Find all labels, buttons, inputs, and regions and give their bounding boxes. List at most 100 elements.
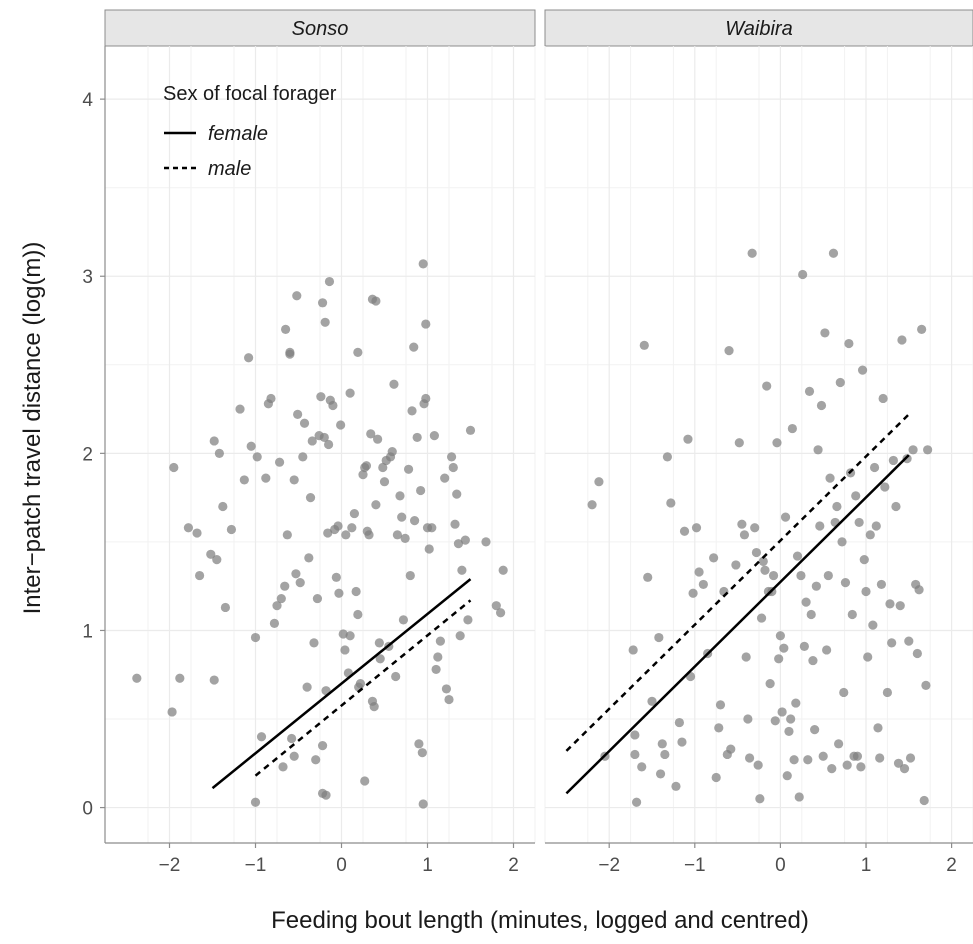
data-point [750,523,760,533]
x-tick-label: −1 [684,855,706,876]
data-point [851,491,861,501]
data-point [908,445,918,455]
data-point [289,475,299,485]
data-point [643,572,653,582]
data-point [340,645,350,655]
data-point [132,673,142,683]
data-point [285,349,295,359]
data-point [865,530,875,540]
data-point [409,342,419,352]
data-point [630,730,640,740]
data-point [453,539,464,549]
data-point [683,434,693,444]
data-point [250,797,261,807]
data-point [463,615,473,625]
data-point [760,565,770,575]
data-point [360,776,370,786]
data-point [250,632,261,643]
data-point [235,404,245,414]
data-point [446,452,457,462]
data-point [679,526,690,536]
data-point [496,608,506,618]
data-point [840,578,851,588]
data-point [312,593,323,604]
data-point [715,700,726,710]
data-point [274,457,285,467]
data-point [904,636,914,646]
y-tick-label: 2 [82,444,93,465]
data-point [891,501,901,512]
x-axis-label: Feeding bout length (minutes, logged and… [271,907,809,934]
data-point [429,431,439,441]
data-point [825,473,835,483]
data-point [856,762,866,772]
data-point [195,570,205,581]
data-point [897,335,907,345]
data-point [694,567,704,577]
data-point [803,755,813,765]
data-point [389,379,399,389]
data-point [441,684,452,694]
data-point [905,753,916,763]
data-point [834,739,844,749]
data-point [183,523,194,533]
data-point [291,569,301,579]
data-point [741,652,751,662]
data-point [842,760,852,770]
data-point [753,760,763,770]
data-point [822,645,832,655]
data-point [435,636,445,646]
data-point [353,609,363,620]
data-point [431,664,441,675]
data-point [278,762,288,772]
data-point [280,581,290,591]
data-point [839,687,849,698]
fit-line-male [565,413,910,752]
data-point [806,609,816,620]
panels-layer: Sonso 0 1 2 3 4 −2 −1 0 1 2 Waibira −2 −1 0 1 2 [82,9,973,876]
data-point [391,671,401,682]
data-point [302,682,312,692]
data-point [861,586,871,597]
x-tick-label: 1 [422,855,433,876]
data-point [206,549,216,559]
data-point [218,501,228,512]
data-point [298,452,308,462]
data-point [885,599,895,609]
data-point [400,533,410,543]
data-point [786,714,796,724]
data-point [261,473,271,483]
data-point [355,679,366,689]
data-point [827,764,837,774]
data-point [418,259,428,269]
data-point [317,740,328,751]
legend: Sex of focal forager female male [163,83,337,180]
data-point [452,489,462,499]
data-point [810,725,820,735]
data-point [209,675,219,685]
data-point [407,406,417,416]
data-point [379,477,390,487]
data-point [324,439,334,450]
data-point [654,632,664,643]
data-point [844,338,854,349]
data-point [758,556,768,566]
data-point [859,555,869,565]
panel-sonso: Sonso 0 1 2 3 4 −2 −1 0 1 2 [82,9,536,876]
data-point [751,547,762,558]
data-point [876,579,887,590]
data-point [192,528,202,538]
data-point [691,523,702,533]
data-point [818,751,828,761]
data-point [798,269,808,280]
y-tick-label: 0 [82,799,93,820]
data-point [787,423,797,434]
data-point [737,519,747,529]
data-point [305,493,316,503]
data-point [491,601,501,611]
data-point [739,530,750,540]
data-point [282,530,292,540]
data-point [276,593,286,604]
y-axis-label: Inter−patch travel distance (log(m)) [19,242,46,615]
data-point [878,393,888,404]
